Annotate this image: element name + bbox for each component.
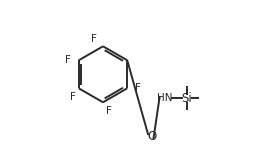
Text: F: F: [65, 55, 71, 65]
Text: Si: Si: [182, 92, 193, 105]
Text: O: O: [147, 130, 156, 143]
Text: HN: HN: [157, 93, 172, 103]
Text: F: F: [70, 92, 76, 102]
Text: F: F: [135, 83, 141, 93]
Text: F: F: [91, 34, 97, 44]
Text: F: F: [106, 106, 112, 116]
